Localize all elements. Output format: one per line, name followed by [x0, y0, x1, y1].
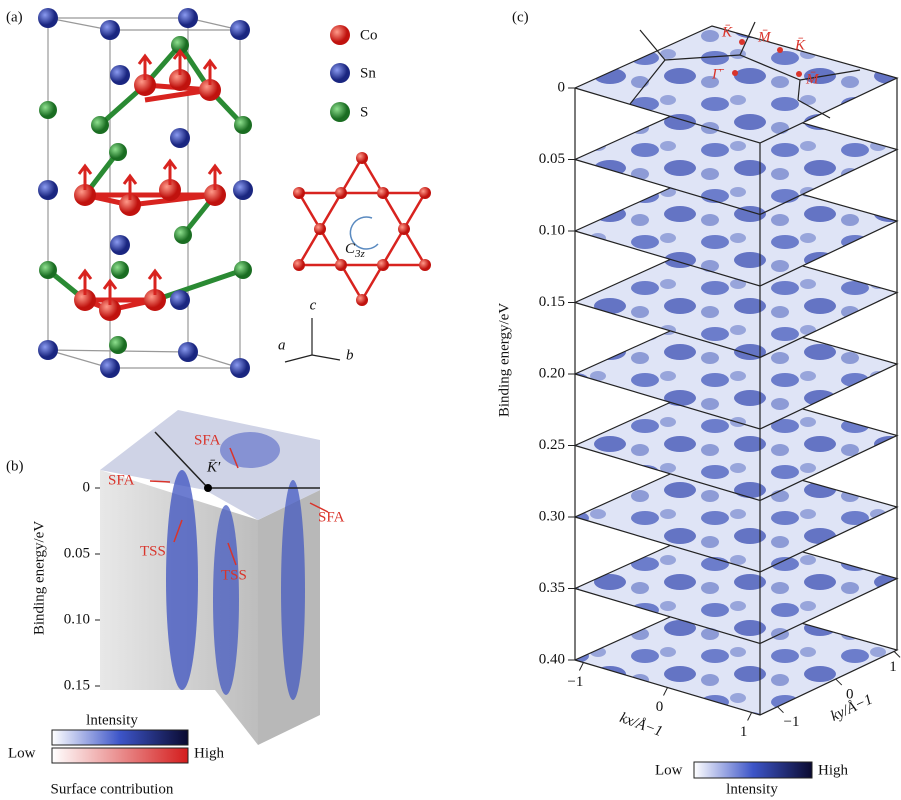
- legend-marker: [330, 63, 350, 83]
- annotation: TSS: [221, 567, 247, 583]
- kx-tick: [663, 687, 668, 696]
- colorbar: [51, 747, 189, 764]
- y-tick-label: 0: [558, 79, 566, 95]
- panel-a: (a): [6, 8, 431, 378]
- colorbar: [51, 729, 189, 746]
- ky-tick-label: −1: [784, 714, 800, 730]
- brillouin-zone: [629, 21, 861, 119]
- colorbar-low: Low: [655, 762, 683, 778]
- y-tick-label: 0.25: [539, 437, 565, 453]
- kagome-atoms: [293, 152, 431, 306]
- ky-tick-label: 1: [889, 659, 897, 675]
- point-label: K̄: [794, 37, 806, 53]
- annotation: SFA: [194, 432, 221, 448]
- colorbar-high: High: [818, 762, 849, 778]
- legend-marker: [330, 102, 350, 122]
- colorbar-high: High: [194, 745, 225, 761]
- axis-a: a: [278, 337, 286, 353]
- point-label: M̄: [757, 29, 772, 45]
- point-label: K̄′: [206, 459, 221, 475]
- panel-label: (a): [6, 9, 23, 25]
- kx-tick-label: 0: [656, 699, 664, 715]
- y-tick-label: 0.10: [64, 611, 90, 627]
- annotation: SFA: [108, 472, 135, 488]
- energy-slice: [573, 25, 899, 144]
- y-tick-label: 0.20: [539, 365, 565, 381]
- atoms: [38, 8, 253, 378]
- cut-lines: [154, 431, 320, 489]
- band-stripe: [281, 480, 305, 700]
- annotation: SFA: [318, 509, 345, 525]
- panel-c: (c) Binding energy/eV K̄ M̄ K̄ Γ̄ M̄ −10…: [496, 9, 901, 797]
- y-axis-label: Binding energy/eV: [496, 303, 512, 417]
- panel-b: (b) K̄′ SFA SFA SFA TSS TSS Binding ener…: [6, 410, 345, 797]
- ky-tick: [893, 651, 901, 658]
- y-axis-label: Binding energy/eV: [31, 521, 47, 635]
- ky-tick-label: 0: [846, 686, 854, 702]
- colorbar-subtitle: Surface contribution: [51, 781, 174, 797]
- y-tick-label: 0.05: [539, 151, 565, 167]
- point-label: M̄: [805, 71, 820, 87]
- y-tick-label: 0.30: [539, 508, 565, 524]
- y-tick-label: 0.10: [539, 222, 565, 238]
- legend-marker: [330, 25, 350, 45]
- band-stripe: [166, 470, 198, 690]
- panel-label: (b): [6, 458, 24, 474]
- kagome: [296, 155, 428, 303]
- bz-points: [732, 39, 802, 77]
- point-label: K̄: [721, 24, 733, 40]
- kx-tick: [747, 712, 753, 721]
- legend-label: Co: [360, 27, 378, 43]
- y-tick-label: 0: [83, 479, 91, 495]
- annotation: TSS: [140, 543, 166, 559]
- ky-tick: [835, 678, 843, 686]
- band-stripe: [213, 505, 239, 695]
- y-tick-label: 0.35: [539, 580, 565, 596]
- y-tick-label: 0.15: [539, 294, 565, 310]
- axes-triad: [284, 318, 341, 363]
- arrows: [149, 447, 329, 566]
- symmetry-label: C3z: [345, 241, 366, 259]
- legend-label: S: [360, 104, 368, 120]
- colorbar: [693, 761, 813, 779]
- ky-tick: [777, 706, 784, 714]
- legend-label: Sn: [360, 65, 376, 81]
- axis-c: c: [310, 297, 317, 313]
- panel-label: (c): [512, 9, 529, 25]
- y-tick-label: 0.15: [64, 677, 90, 693]
- axis-b: b: [346, 347, 354, 363]
- kx-tick-label: −1: [567, 674, 583, 690]
- kx-tick: [578, 662, 584, 671]
- colorbar-title: lntensity: [86, 712, 138, 728]
- kx-tick-label: 1: [740, 724, 748, 740]
- y-tick-label: 0.05: [64, 545, 90, 561]
- colorbar-low: Low: [8, 745, 36, 761]
- y-tick-label: 0.40: [539, 651, 565, 667]
- band-stripe: [220, 432, 280, 468]
- colorbar-title: lntensity: [726, 781, 778, 797]
- k-point: [204, 484, 212, 492]
- rotation-arrow: [349, 216, 379, 250]
